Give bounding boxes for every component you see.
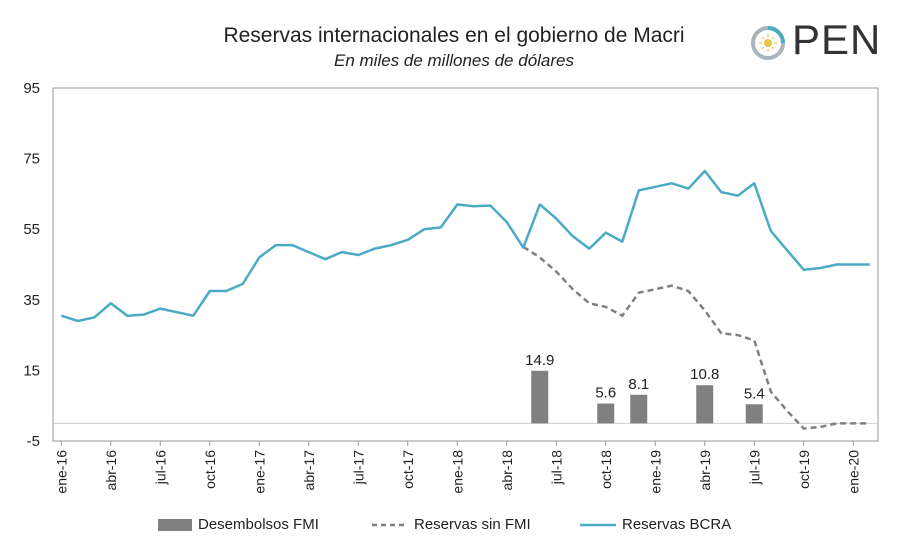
y-tick-label: -5 [27, 433, 40, 450]
legend-item-desembolsos: Desembolsos FMI [158, 516, 319, 533]
legend-swatch-bar [158, 518, 192, 531]
fmi-bar [745, 404, 763, 424]
x-tick-label: abr-19 [697, 450, 713, 491]
legend-item-sin-fmi: Reservas sin FMI [372, 516, 531, 533]
x-tick-label: jul-18 [548, 450, 564, 485]
x-tick-label: ene-16 [53, 450, 69, 494]
x-tick-label: oct-19 [796, 450, 812, 489]
legend-label-sin-fmi: Reservas sin FMI [414, 516, 531, 533]
bar-labels-group: 14.9 5.6 8.1 10.8 5.4 [525, 352, 765, 403]
y-tick-label: 15 [23, 362, 40, 379]
x-tick-label: abr-18 [499, 450, 515, 491]
plot-border [52, 87, 879, 442]
legend-item-bcra: Reservas BCRA [580, 516, 731, 533]
y-tick-label: 55 [23, 221, 40, 238]
bar-data-label: 10.8 [690, 366, 719, 383]
legend-swatch-line [580, 523, 616, 526]
legend: Desembolsos FMI Reservas sin FMI Reserva… [0, 516, 900, 540]
fmi-bar [696, 385, 714, 424]
logo-text: PEN [792, 16, 882, 63]
x-tick-label: jul-16 [152, 450, 168, 485]
x-axis: ene-16 abr-16 jul-16 oct-16 ene-17 abr-17 jul-… [53, 441, 861, 494]
x-tick-label: ene-17 [251, 450, 267, 494]
open-logo: PEN [748, 16, 888, 66]
legend-label-bcra: Reservas BCRA [622, 516, 732, 533]
reservas-bcra-line [60, 169, 870, 323]
x-tick-label: jul-17 [350, 450, 366, 485]
fmi-bar [630, 394, 648, 424]
bar-data-label: 8.1 [628, 376, 649, 393]
x-tick-label: ene-20 [845, 450, 861, 494]
x-tick-label: abr-17 [301, 450, 317, 491]
legend-swatch-dashed [372, 523, 408, 526]
x-tick-label: ene-18 [449, 450, 465, 494]
bar-data-label: 5.4 [744, 385, 765, 402]
lines-group [60, 169, 870, 430]
y-axis: -5 15 35 55 75 95 [23, 80, 40, 450]
reservas-sin-fmi-line [522, 245, 870, 430]
y-tick-label: 95 [23, 80, 40, 97]
x-tick-label: jul-19 [746, 450, 762, 485]
bars-group [531, 370, 763, 424]
x-tick-label: ene-19 [647, 450, 663, 494]
fmi-bar [531, 370, 549, 424]
plot-frame [52, 87, 879, 442]
y-tick-label: 75 [23, 151, 40, 168]
y-tick-label: 35 [23, 292, 40, 309]
x-tick-label: abr-16 [103, 450, 119, 491]
fmi-bar [597, 403, 615, 424]
legend-label-desembolsos: Desembolsos FMI [198, 516, 319, 533]
chart-title: Reservas internacionales en el gobierno … [223, 24, 685, 47]
x-tick-label: oct-16 [202, 450, 218, 489]
logo-ring-icon [751, 26, 785, 60]
bar-data-label: 5.6 [595, 385, 616, 402]
x-tick-label: oct-17 [400, 450, 416, 489]
chart-subtitle: En miles de millones de dólares [333, 51, 574, 70]
x-tick-label: oct-18 [598, 450, 614, 489]
bar-data-label: 14.9 [525, 352, 554, 369]
